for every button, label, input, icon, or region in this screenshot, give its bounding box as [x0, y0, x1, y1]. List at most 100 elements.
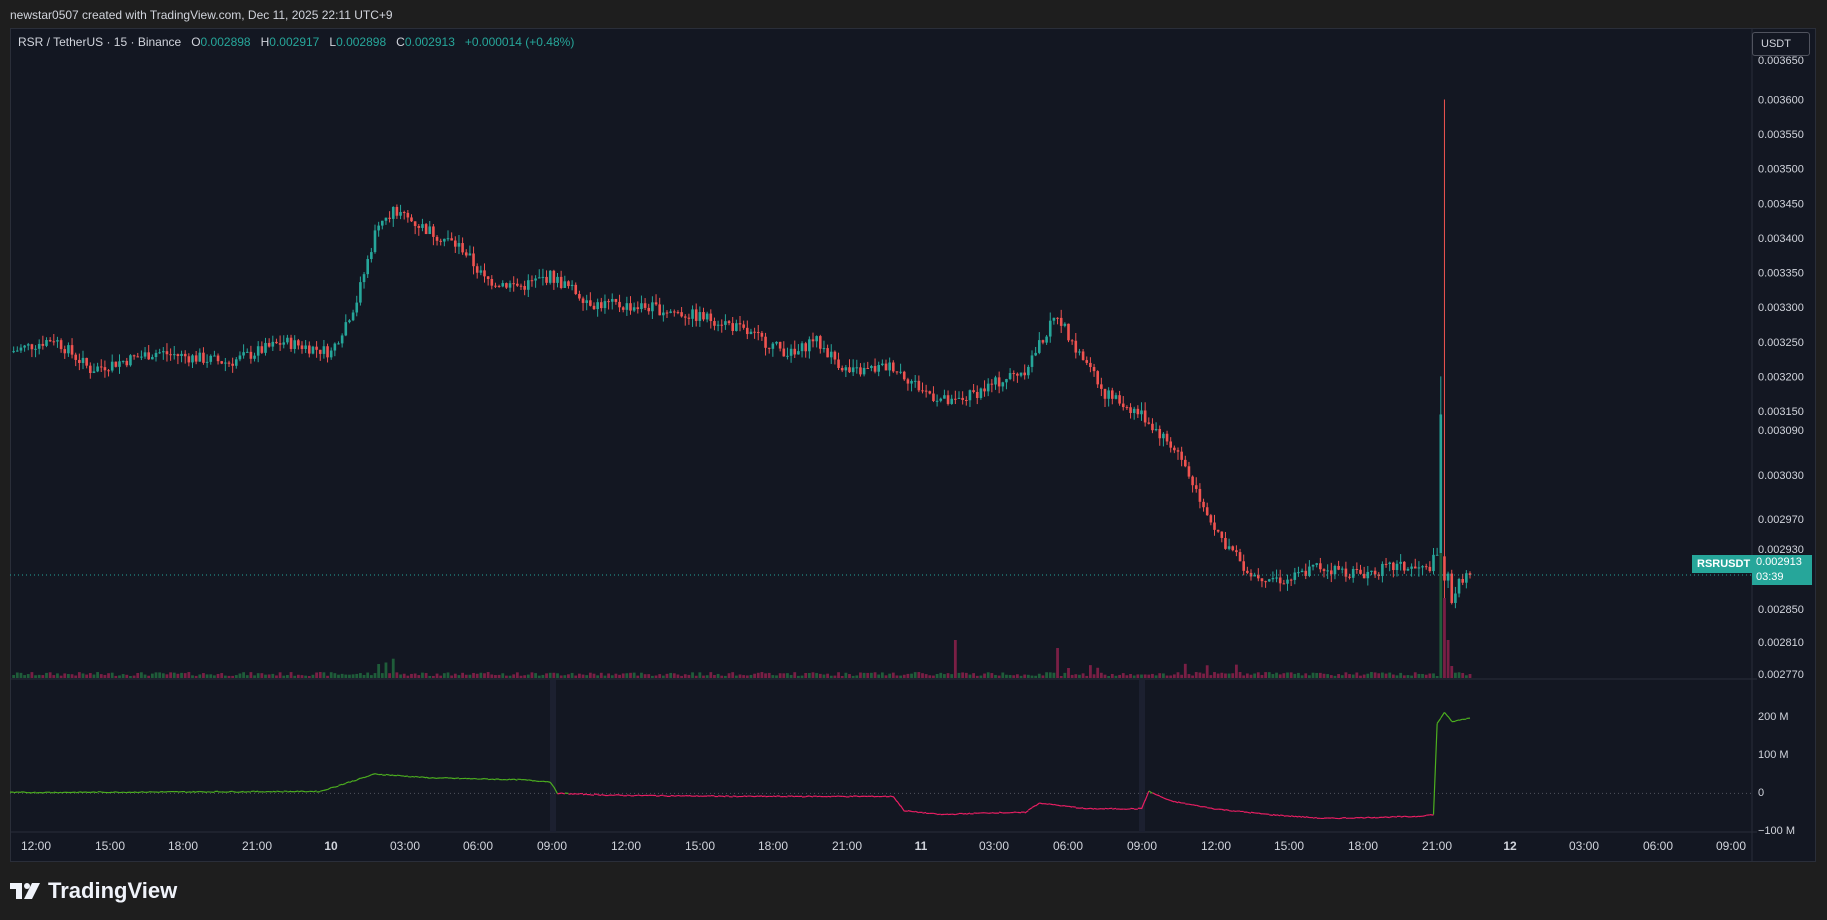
candle-body	[1443, 556, 1446, 581]
volume-bar	[596, 675, 600, 678]
volume-bar	[994, 674, 997, 678]
candle-body	[1235, 550, 1238, 553]
currency-unit-button[interactable]: USDT	[1752, 32, 1810, 56]
indicator-line-segment	[1140, 799, 1146, 810]
volume-bar	[515, 672, 519, 678]
candle-body	[129, 355, 132, 366]
candle-body	[454, 240, 457, 247]
indicator-line-segment	[61, 791, 65, 794]
volume-bar	[541, 674, 545, 678]
volume-bar	[1344, 672, 1348, 678]
candle-body	[45, 340, 48, 346]
volume-bar	[1216, 673, 1220, 678]
candle-body	[1078, 351, 1081, 353]
volume-bar	[1012, 675, 1016, 678]
candle-body	[304, 345, 307, 349]
symbol-label[interactable]: RSR / TetherUS · 15 · Binance	[18, 35, 182, 49]
candle-body	[570, 284, 574, 287]
indicator-line-segment	[1210, 807, 1215, 810]
volume-bar	[373, 673, 377, 678]
volume-bar	[943, 674, 946, 678]
candle-body	[1435, 554, 1439, 556]
volume-bar	[45, 672, 48, 678]
volume-bar	[599, 672, 603, 678]
candle-body	[1081, 351, 1085, 361]
time-axis-label: 12:00	[21, 839, 51, 853]
candle-body	[461, 243, 464, 253]
candle-body	[464, 252, 468, 256]
candle-body	[567, 281, 570, 287]
indicator-line-segment	[1104, 807, 1109, 810]
time-axis-label: 06:00	[1053, 839, 1083, 853]
volume-bar	[1063, 672, 1067, 678]
volume-bar	[315, 672, 318, 678]
tradingview-logo-icon	[10, 883, 40, 899]
candle-body	[1468, 573, 1472, 576]
volume-bar	[990, 673, 994, 678]
candle-body	[895, 371, 899, 373]
candle-body	[618, 301, 621, 308]
low-value: 0.002898	[336, 35, 387, 49]
candle-body	[180, 353, 183, 357]
candle-body	[1366, 571, 1370, 579]
candle-body	[34, 348, 37, 350]
high-label: H	[260, 35, 270, 49]
candle-body	[172, 354, 176, 356]
candle-body	[837, 359, 840, 368]
price-chart[interactable]: 0.003650 0.003600 0.003550 0.003500 0.003450…	[0, 0, 1827, 862]
volume-bar	[1016, 674, 1019, 678]
time-axis-label: 21:00	[242, 839, 272, 853]
volume-bar	[632, 672, 636, 678]
volume-bar	[1162, 673, 1165, 678]
volume-bar	[300, 675, 304, 678]
candle-body	[494, 285, 497, 287]
candle-body	[884, 363, 888, 371]
candle-body	[548, 270, 552, 283]
indicator-line-segment	[568, 793, 573, 795]
volume-bar	[1457, 672, 1461, 678]
candle-body	[687, 317, 691, 319]
candle-body	[625, 303, 629, 310]
candle-body	[373, 230, 377, 253]
candle-body	[640, 303, 643, 310]
volume-bar	[296, 674, 300, 678]
volume-bar	[902, 674, 906, 678]
candle-body	[994, 377, 997, 385]
candle-body	[1406, 568, 1410, 571]
candle-body	[990, 383, 994, 385]
candle-body	[505, 283, 508, 288]
volume-bar	[1275, 672, 1278, 678]
indicator-line-segment	[1028, 807, 1033, 811]
volume-bar	[468, 674, 472, 678]
candle-body	[417, 225, 421, 228]
candle-body	[552, 270, 556, 283]
candle-body	[1154, 428, 1158, 431]
volume-bar	[337, 674, 340, 678]
volume-bar	[242, 672, 245, 678]
volume-bar	[1224, 673, 1227, 678]
candle-body	[1038, 340, 1041, 353]
tradingview-logo[interactable]: TradingView	[10, 878, 177, 904]
volume-bar	[855, 675, 859, 678]
volume-bar	[413, 673, 417, 678]
candle-body	[932, 393, 935, 401]
volume-bar	[1114, 675, 1118, 678]
volume-bar	[654, 675, 658, 678]
indicator-line-segment	[247, 790, 252, 793]
indicator-line-segment	[1247, 811, 1252, 814]
indicator-line-segment	[1290, 815, 1295, 818]
volume-bar	[512, 674, 516, 678]
indicator-line-segment	[272, 790, 277, 793]
candle-body	[815, 336, 818, 342]
volume-bar	[340, 673, 344, 678]
candle-body	[716, 324, 720, 326]
volume-bar	[41, 675, 45, 678]
indicator-line-segment	[1159, 795, 1164, 799]
indicator-line-segment	[57, 791, 62, 794]
volume-bar	[1096, 667, 1100, 678]
candle-body	[439, 240, 442, 242]
indicator-line-segment	[1305, 816, 1310, 819]
volume-bar	[271, 673, 275, 678]
candle-body	[74, 354, 77, 360]
volume-bar	[432, 675, 435, 678]
